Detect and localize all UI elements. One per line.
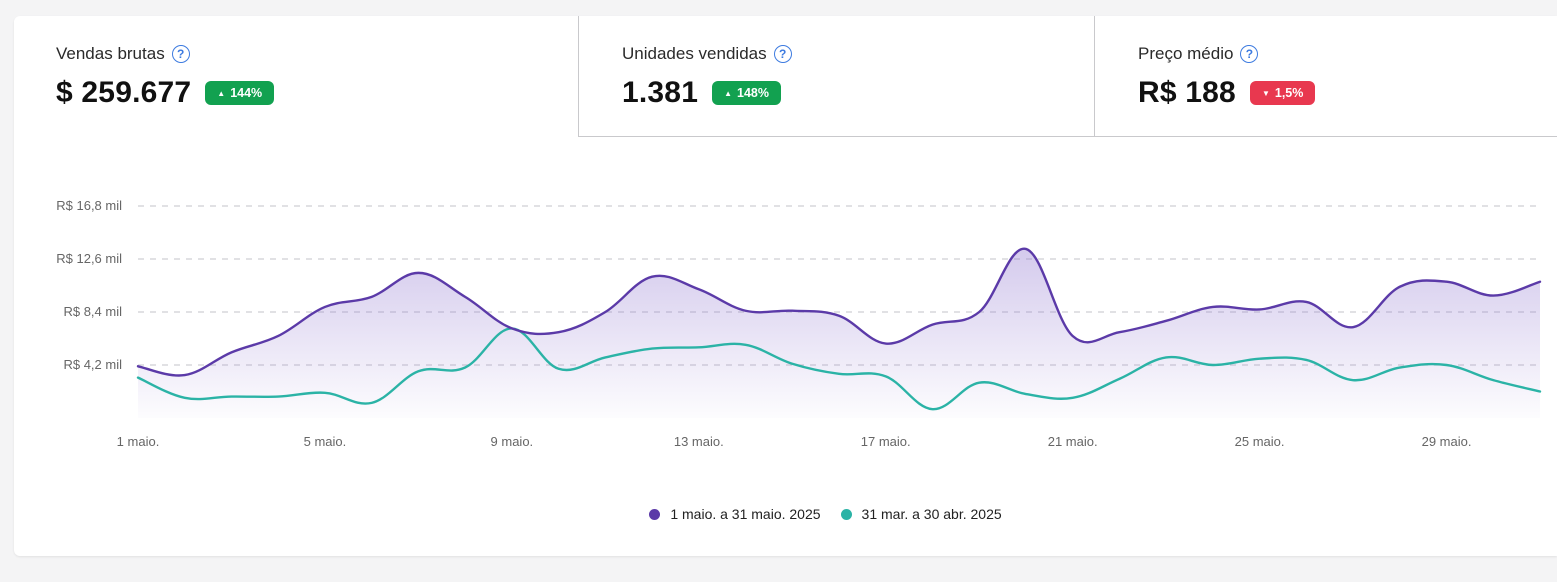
metric-units-sold[interactable]: Unidades vendidas ? 1.381 ▲ 148% xyxy=(578,16,1094,137)
x-tick-label: 5 maio. xyxy=(304,434,347,449)
metric-value-row: R$ 188 ▼ 1,5% xyxy=(1138,76,1316,110)
y-tick-label: R$ 8,4 mil xyxy=(63,304,122,319)
y-tick-label: R$ 4,2 mil xyxy=(63,357,122,372)
triangle-down-icon: ▼ xyxy=(1261,88,1270,98)
metric-label: Preço médio ? xyxy=(1138,44,1259,64)
legend-dot-icon xyxy=(840,508,852,520)
x-tick-label: 9 maio. xyxy=(491,434,534,449)
line-layer xyxy=(136,247,1542,411)
change-badge: ▼ 1,5% xyxy=(1249,81,1316,105)
x-tick-label: 21 maio. xyxy=(1048,434,1098,449)
y-axis-labels: R$ 4,2 mil R$ 8,4 mil R$ 12,6 mil R$ 16,8 m… xyxy=(56,198,122,372)
metric-value: $ 259.677 xyxy=(56,76,192,109)
metric-label: Vendas brutas ? xyxy=(56,44,190,64)
triangle-up-icon: ▲ xyxy=(217,88,226,98)
metric-label-text: Preço médio xyxy=(1138,44,1234,63)
legend-dot-icon xyxy=(649,508,661,520)
metric-label: Unidades vendidas ? xyxy=(622,44,792,64)
change-badge: ▲ 148% xyxy=(712,81,781,105)
sales-line-chart[interactable]: 1 maio. 5 maio. 9 maio. 13 maio. 17 maio. 21 … xyxy=(14,16,1557,496)
metric-value-row: 1.381 ▲ 148% xyxy=(622,76,781,110)
change-value: 144% xyxy=(230,86,263,100)
legend-label: 1 maio. a 31 maio. 2025 xyxy=(670,506,821,522)
chart-legend: 1 maio. a 31 maio. 2025 31 mar. a 30 abr… xyxy=(14,506,1557,522)
legend-item-previous[interactable]: 31 mar. a 30 abr. 2025 xyxy=(840,506,1002,522)
change-badge: ▲ 144% xyxy=(205,81,275,105)
x-axis-labels: 1 maio. 5 maio. 9 maio. 13 maio. 17 maio. 21 … xyxy=(117,434,1472,449)
change-value: 148% xyxy=(737,86,769,100)
x-tick-label: 29 maio. xyxy=(1422,434,1472,449)
metric-value-row: $ 259.677 ▲ 144% xyxy=(56,76,275,110)
y-tick-label: R$ 16,8 mil xyxy=(56,198,122,213)
metric-gross-sales[interactable]: Vendas brutas ? $ 259.677 ▲ 144% xyxy=(14,16,578,137)
x-tick-label: 13 maio. xyxy=(674,434,724,449)
series-line-previous[interactable] xyxy=(136,327,1542,411)
sales-overview-card: Vendas brutas ? $ 259.677 ▲ 144% Unidade… xyxy=(14,16,1557,556)
legend-item-current[interactable]: 1 maio. a 31 maio. 2025 xyxy=(649,506,821,522)
change-value: 1,5% xyxy=(1274,86,1304,100)
series-line-current[interactable] xyxy=(136,247,1542,377)
question-circle-icon[interactable]: ? xyxy=(1240,45,1259,63)
metric-value: R$ 188 xyxy=(1138,76,1236,109)
y-tick-label: R$ 12,6 mil xyxy=(56,251,122,266)
x-tick-label: 25 maio. xyxy=(1235,434,1285,449)
metric-value: 1.381 xyxy=(622,76,699,109)
metrics-row: Vendas brutas ? $ 259.677 ▲ 144% Unidade… xyxy=(14,16,1557,137)
metric-average-price[interactable]: Preço médio ? R$ 188 ▼ 1,5% xyxy=(1094,16,1557,137)
area-layer xyxy=(138,248,1540,418)
question-circle-icon[interactable]: ? xyxy=(171,45,190,63)
series-area-current xyxy=(138,248,1540,418)
metric-label-text: Vendas brutas xyxy=(56,44,165,63)
triangle-up-icon: ▲ xyxy=(724,88,732,98)
x-tick-label: 1 maio. xyxy=(117,434,160,449)
metric-label-text: Unidades vendidas xyxy=(622,44,767,63)
question-circle-icon[interactable]: ? xyxy=(773,45,792,63)
legend-label: 31 mar. a 30 abr. 2025 xyxy=(861,506,1002,522)
x-tick-label: 17 maio. xyxy=(861,434,911,449)
